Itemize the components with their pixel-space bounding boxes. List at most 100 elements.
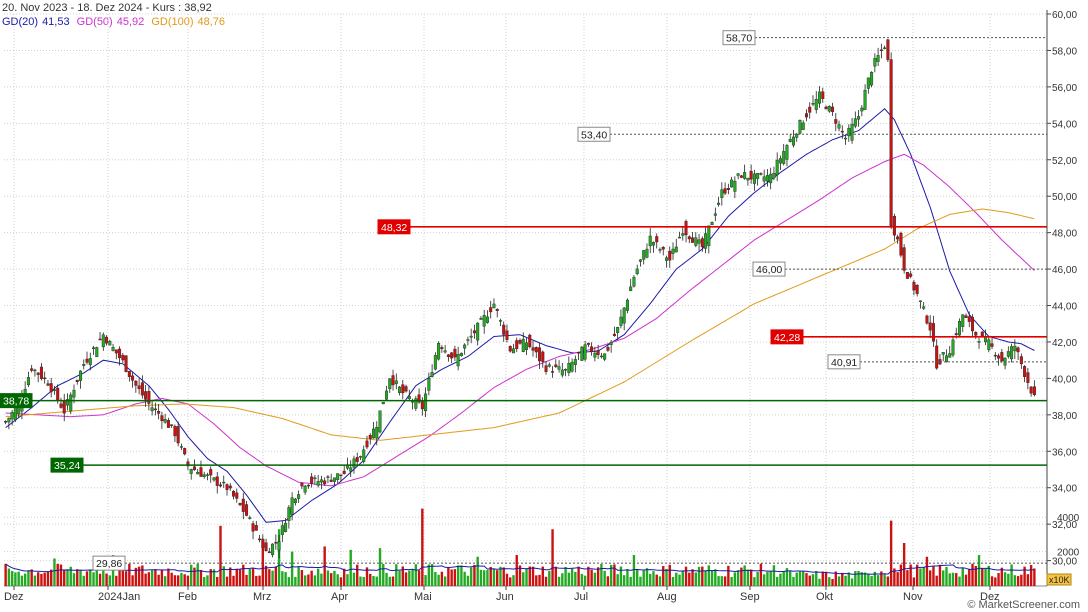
candle-body: [664, 257, 668, 261]
volume-bar: [518, 565, 522, 586]
candle-body: [557, 366, 561, 370]
price-level-badge: [92, 555, 126, 571]
candle-body: [801, 122, 805, 130]
candle-body: [111, 347, 115, 351]
volume-bar: [489, 566, 492, 586]
candle-body: [463, 344, 467, 349]
candle-body: [202, 474, 206, 477]
candle-body: [541, 351, 545, 362]
moving-average-gd50: [5, 153, 1035, 487]
volume-bar: [242, 564, 245, 586]
volume-bar: [857, 570, 860, 586]
indicator-legend: GD(20) 41,53 GD(50) 45,92 GD(100) 48,76: [2, 16, 229, 28]
candle-body: [762, 176, 766, 182]
candle-body: [671, 248, 675, 254]
volume-bar: [609, 564, 613, 586]
candle-body: [241, 498, 245, 512]
volume-bar: [43, 572, 46, 586]
candle-body: [912, 282, 916, 291]
candle-body: [26, 377, 30, 386]
candle-body: [495, 309, 499, 311]
volume-bar: [847, 572, 851, 586]
time-tick-label: Mai: [414, 591, 432, 603]
volume-bar: [792, 577, 795, 586]
volume-bar: [486, 570, 489, 586]
candle-body: [189, 469, 193, 474]
volume-bar: [649, 573, 652, 586]
volume-bar: [281, 571, 284, 586]
candle-body: [173, 426, 177, 437]
price-axis: 60,00 58,00 56,00 54,00 52,00 50,00 48,00 46,00…: [1046, 10, 1080, 586]
candle-body: [306, 484, 310, 487]
price-tick-label: 58,00: [1052, 46, 1077, 57]
candle-body: [336, 473, 340, 480]
volume-bar: [824, 571, 828, 586]
candle-body: [166, 420, 170, 428]
volume-bar: [622, 575, 626, 586]
candle-body: [316, 481, 320, 486]
volume-bar: [535, 575, 538, 586]
volume-bar: [551, 529, 554, 586]
candle-body: [290, 497, 294, 515]
volume-bar: [639, 576, 642, 586]
volume-bar: [749, 569, 753, 586]
legend-gd20-value: 41,53: [42, 16, 70, 28]
volume-bar: [707, 565, 711, 586]
volume-bar: [613, 564, 616, 586]
volume-bar: [775, 576, 779, 586]
volume-bar: [701, 566, 704, 586]
volume-bar: [756, 571, 759, 586]
volume-bar: [541, 566, 544, 586]
legend-gd100-label: GD(100): [151, 16, 194, 28]
volume-bar: [232, 575, 235, 586]
candle-body: [606, 346, 610, 351]
volume-bar: [443, 576, 447, 586]
candle-body: [417, 394, 421, 403]
legend-gd100-value: 48,76: [197, 16, 226, 28]
candle-body: [720, 189, 724, 198]
volume-bar: [95, 570, 98, 586]
volume-bar: [928, 570, 932, 586]
volume-bar: [740, 567, 743, 586]
candle-body: [577, 351, 581, 354]
volume-bar: [570, 568, 574, 586]
candle-body: [238, 503, 242, 506]
candle-body: [521, 338, 525, 352]
volume-bar: [837, 576, 841, 586]
candle-body: [56, 387, 60, 401]
candle-body: [831, 106, 835, 112]
volume-bar: [997, 573, 1000, 586]
price-levels: 58,70 53,40 48,32 46,00 42,28 40,91 38,78 35,24…: [0, 30, 1047, 571]
candle-body: [420, 401, 424, 410]
candle-body: [756, 173, 760, 179]
volume-bar: [743, 565, 746, 586]
volume-bar: [746, 569, 750, 586]
volume-bar: [805, 573, 808, 586]
volume-bar: [427, 564, 431, 586]
candle-body: [1013, 345, 1017, 352]
candle-body: [717, 202, 721, 205]
candle-body: [326, 476, 330, 478]
candle-body: [918, 300, 922, 303]
candle-body: [433, 355, 437, 370]
candle-body: [931, 323, 935, 342]
candle-body: [479, 318, 483, 320]
candle-body: [349, 467, 353, 472]
volume-bar: [479, 569, 483, 586]
candle-body: [928, 322, 932, 331]
volume-bar: [658, 576, 662, 586]
time-tick-label: Okt: [816, 591, 833, 603]
candle-body: [95, 347, 99, 358]
candle-body: [769, 173, 773, 184]
volume-bar: [59, 564, 63, 586]
candle-body: [1032, 386, 1036, 395]
candle-body: [101, 334, 105, 348]
candle-body: [648, 235, 652, 247]
candle-body: [375, 427, 379, 439]
volume-bar: [678, 574, 681, 586]
candle-body: [245, 504, 249, 516]
volume-bar: [212, 569, 216, 586]
candle-body: [498, 320, 502, 322]
candle-body: [827, 105, 831, 112]
volume-bar: [170, 572, 173, 586]
